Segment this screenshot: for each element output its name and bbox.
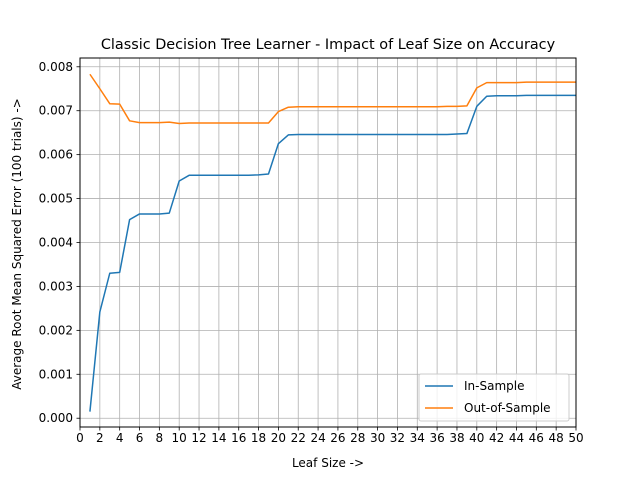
y-tick-label: 0.000: [39, 411, 73, 425]
x-tick-label: 32: [390, 431, 405, 445]
x-tick-label: 42: [489, 431, 504, 445]
y-tick-label: 0.007: [39, 104, 73, 118]
x-tick-label: 34: [410, 431, 425, 445]
y-tick-label: 0.002: [39, 323, 73, 337]
x-tick-label: 12: [191, 431, 206, 445]
x-axis-label: Leaf Size ->: [292, 456, 364, 470]
series-line-out-of-sample: [89, 73, 576, 125]
y-tick-label: 0.001: [39, 367, 73, 381]
x-tick-label: 36: [429, 431, 444, 445]
y-tick-label: 0.004: [39, 236, 73, 250]
x-tick-label: 48: [549, 431, 564, 445]
x-tick-label: 44: [509, 431, 524, 445]
x-tick-label: 30: [370, 431, 385, 445]
x-tick-label: 40: [469, 431, 484, 445]
x-tick-label: 22: [291, 431, 306, 445]
x-tick-label: 14: [211, 431, 226, 445]
axis-ticks: 0 2 4 6 8 10 12 14 16 18 20 22 24 26 28 30 32 34 36 38 40 42 4…: [39, 60, 584, 445]
grid-lines: [79, 58, 577, 427]
x-tick-label: 10: [172, 431, 187, 445]
y-axis-label: Average Root Mean Squared Error (100 tri…: [10, 98, 24, 390]
y-tick-label: 0.006: [39, 148, 73, 162]
x-tick-label: 46: [529, 431, 544, 445]
x-tick-label: 8: [156, 431, 164, 445]
series-lines: [89, 73, 576, 412]
y-tick-label: 0.003: [39, 279, 73, 293]
legend-box: [418, 373, 570, 422]
y-tick-label: 0.005: [39, 192, 73, 206]
x-tick-label: 16: [231, 431, 246, 445]
chart-title: Classic Decision Tree Learner - Impact o…: [101, 37, 556, 53]
x-tick-label: 4: [116, 431, 124, 445]
x-tick-label: 50: [568, 431, 583, 445]
x-tick-label: 26: [330, 431, 345, 445]
x-tick-label: 28: [350, 431, 365, 445]
legend-label-in-sample: In-Sample: [464, 379, 524, 393]
legend: In-Sample Out-of-Sample: [418, 373, 570, 422]
x-tick-label: 24: [310, 431, 325, 445]
x-tick-label: 38: [449, 431, 464, 445]
x-tick-label: 20: [271, 431, 286, 445]
y-tick-label: 0.008: [39, 60, 73, 74]
x-tick-label: 18: [251, 431, 266, 445]
series-line-in-sample: [89, 94, 576, 412]
x-tick-label: 6: [136, 431, 144, 445]
x-tick-label: 0: [76, 431, 84, 445]
x-tick-label: 2: [96, 431, 104, 445]
legend-label-out-of-sample: Out-of-Sample: [464, 401, 551, 415]
